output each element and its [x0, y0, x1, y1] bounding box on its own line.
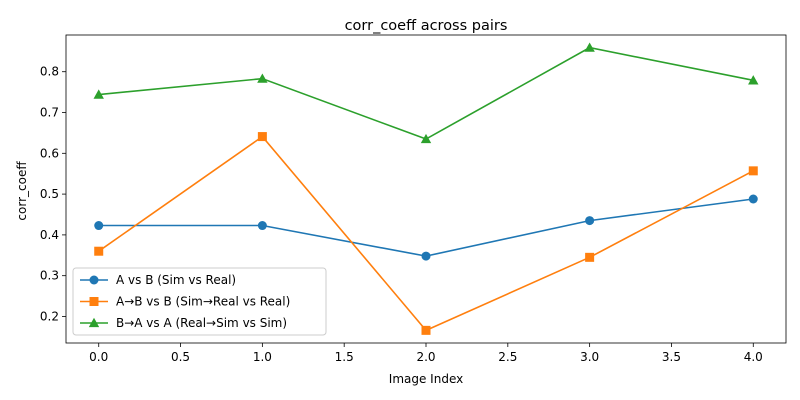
data-point: [94, 246, 104, 256]
data-point: [257, 73, 268, 83]
y-tick-label: 0.8: [40, 65, 59, 79]
series-2: [94, 132, 758, 335]
x-tick-label: 0.0: [89, 350, 108, 364]
data-point: [585, 216, 595, 226]
x-tick-label: 3.0: [580, 350, 599, 364]
data-point: [421, 325, 431, 335]
series-3: [93, 42, 759, 144]
series-line: [98, 198, 754, 257]
data-point: [94, 221, 104, 231]
y-tick-label: 0.5: [40, 187, 59, 201]
data-point: [93, 89, 104, 99]
data-point: [584, 42, 595, 52]
x-tick-label: 2.5: [498, 350, 517, 364]
legend: A vs B (Sim vs Real) A→B vs B (Sim→Real v…: [72, 267, 327, 336]
data-point: [421, 251, 431, 261]
x-tick-label: 1.5: [335, 350, 354, 364]
y-tick-label: 0.7: [40, 106, 59, 120]
data-point: [748, 166, 758, 176]
series-line: [98, 46, 754, 140]
legend-label: A→B vs B (Sim→Real vs Real): [116, 295, 290, 309]
legend-item: B→A vs A (Real→Sim vs Sim): [80, 316, 287, 330]
legend-label: B→A vs A (Real→Sim vs Sim): [116, 316, 287, 330]
legend-marker: [89, 275, 99, 285]
y-axis: 0.2 0.3 0.4 0.5 0.6 0.7 0.8: [40, 65, 66, 323]
series-1: [94, 194, 758, 261]
y-tick-label: 0.3: [40, 269, 59, 283]
data-point: [748, 75, 759, 85]
data-point: [748, 194, 758, 204]
y-tick-label: 0.4: [40, 228, 59, 242]
legend-marker: [89, 297, 99, 306]
x-tick-label: 4.0: [744, 350, 763, 364]
y-axis-title: corr_coeff: [15, 161, 29, 221]
data-point: [257, 221, 267, 231]
x-axis-title: Image Index: [389, 372, 463, 386]
legend-marker: [88, 317, 100, 328]
y-tick-label: 0.2: [40, 309, 59, 323]
x-tick-label: 2.0: [416, 350, 435, 364]
legend-item: A→B vs B (Sim→Real vs Real): [80, 295, 290, 309]
x-tick-label: 0.5: [171, 350, 190, 364]
chart-title: corr_coeff across pairs: [345, 18, 508, 34]
x-tick-label: 3.5: [662, 350, 681, 364]
legend-label: A vs B (Sim vs Real): [116, 273, 236, 287]
data-point: [257, 132, 267, 142]
y-tick-label: 0.6: [40, 146, 59, 160]
series-layer: [93, 42, 759, 335]
data-point: [585, 252, 595, 262]
x-tick-label: 1.0: [253, 350, 272, 364]
data-point: [420, 133, 432, 144]
legend-box: [72, 267, 327, 336]
x-axis: 0.0 0.5 1.0 1.5 2.0 2.5 3.0 3.5 4.0: [89, 343, 763, 364]
legend-item: A vs B (Sim vs Real): [80, 273, 236, 287]
